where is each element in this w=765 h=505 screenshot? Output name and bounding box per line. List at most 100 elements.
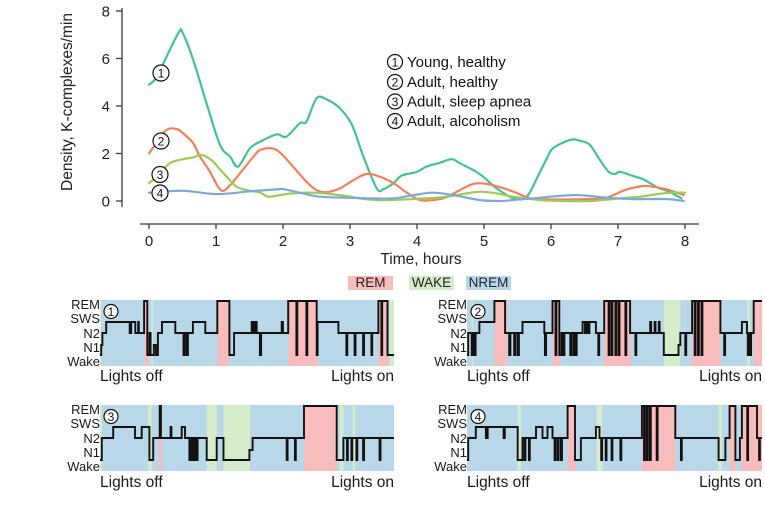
x-tick-label: 6: [547, 233, 555, 250]
curve-marker-circle: [151, 165, 169, 184]
rem-band: [692, 300, 721, 366]
rem-band: [753, 300, 762, 366]
panel-marker-number: 1: [108, 305, 115, 319]
wake-band: [718, 405, 722, 471]
hypnogram-panel-4: 4: [467, 405, 762, 471]
legend-marker-circle: [386, 93, 404, 110]
stage-label-n1: N1: [83, 444, 100, 460]
rem-band: [288, 300, 318, 366]
legend-marker-circle: [386, 112, 404, 130]
curve-marker-number: 1: [158, 67, 165, 81]
wake-band: [206, 405, 217, 471]
x-tick-label: 0: [145, 233, 153, 250]
x-axis-title: Time, hours: [380, 251, 462, 268]
hypnogram-panel-3: 3: [100, 405, 394, 471]
chart-legend: 1 Young, healthy 2 Adult, healthy 3 Adul…: [386, 53, 532, 130]
lights-off-label: Lights off: [100, 368, 163, 385]
hypnogram-panel-2: 2: [467, 300, 762, 366]
curve-marker-number: 2: [158, 135, 165, 149]
legend-label: Adult, healthy: [407, 74, 498, 91]
stage-axis-labels: REM SWS N2 N1 Wake: [40, 297, 100, 370]
stage-label-n1: N1: [83, 339, 100, 355]
stage-label-wake: Wake: [434, 354, 467, 370]
panel-marker-number: 2: [475, 305, 482, 319]
series-line-4: [147, 187, 685, 203]
hypnogram-trace: [467, 300, 762, 356]
stage-label-sws: SWS: [70, 416, 100, 432]
stage-key-wake: WAKE: [409, 276, 454, 290]
stage-key-nrem: NREM: [466, 276, 511, 290]
wake-band: [389, 300, 394, 366]
panel-marker-circle: [103, 303, 119, 320]
lights-on-label: Lights on: [331, 368, 394, 385]
stage-label-rem: REM: [71, 402, 100, 417]
legend-label: Young, healthy: [407, 54, 506, 71]
stage-axis-labels: REM SWS N2 N1 Wake: [40, 402, 100, 474]
lights-off-label: Lights off: [467, 474, 530, 491]
lights-on-label: Lights on: [699, 368, 762, 385]
wake-band: [663, 300, 681, 366]
curve-marker-number: 3: [157, 168, 164, 182]
y-tick-label: 4: [102, 99, 110, 116]
legend-marker-circle: [386, 73, 404, 91]
series-line-1: [147, 27, 683, 201]
legend-marker-number: 4: [392, 115, 399, 129]
legend-item-3: 3 Adult, sleep apnea: [386, 93, 532, 111]
stage-label-n2: N2: [450, 325, 467, 341]
curve-marker-circle: [152, 64, 170, 82]
legend-item-1: 1 Young, healthy: [386, 53, 506, 71]
axes: 0 2 4 6 8 0 1 2 3 4 5 6 7 8: [102, 4, 699, 250]
x-tick-label: 1: [212, 233, 220, 250]
x-tick-label: 5: [480, 233, 488, 250]
stage-label-wake: Wake: [434, 459, 467, 475]
legend-label: Adult, alcoholism: [407, 113, 520, 130]
stage-label-sws: SWS: [437, 416, 467, 432]
hypnogram-plot: 1: [100, 300, 394, 366]
stage-label-sws: SWS: [437, 311, 467, 327]
stage-key-rem: REM: [348, 276, 393, 290]
panel-marker-circle: [470, 408, 486, 425]
panel-marker-number: 3: [108, 410, 115, 424]
hypnogram-plot: 4: [467, 405, 762, 471]
curve-marker-circle: [152, 132, 170, 150]
legend-marker-number: 1: [392, 56, 399, 70]
hypnogram-panel-1: 1: [100, 300, 394, 366]
stage-axis-labels: REM SWS N2 N1 Wake: [407, 297, 467, 370]
wake-band: [151, 300, 153, 366]
legend-item-4: 4 Adult, alcoholism: [386, 112, 520, 130]
y-tick-label: 8: [102, 4, 110, 21]
y-tick-label: 0: [102, 194, 110, 211]
stage-label-rem: REM: [438, 297, 467, 312]
series-layer: [147, 27, 687, 203]
x-tick-label: 7: [614, 233, 622, 250]
stage-label-rem: REM: [71, 297, 100, 312]
hypnogram-trace: [100, 405, 394, 461]
stage-label-wake: Wake: [67, 354, 100, 370]
rem-band: [378, 300, 389, 366]
panel-marker-number: 4: [475, 410, 482, 424]
rem-band: [304, 405, 337, 471]
panel-marker-circle: [103, 408, 119, 425]
y-axis-title: Density, K-complexes/min: [59, 13, 76, 191]
rem-band: [729, 405, 736, 471]
legend-item-2: 2 Adult, healthy: [386, 73, 498, 91]
stage-axis-labels: REM SWS N2 N1 Wake: [407, 402, 467, 475]
legend-marker-circle: [386, 53, 404, 71]
hypnogram-trace: [467, 405, 762, 461]
y-tick-label: 2: [102, 146, 110, 163]
curve-marker-number: 4: [157, 187, 164, 201]
stage-label-sws: SWS: [70, 311, 100, 327]
lights-off-label: Lights off: [467, 368, 530, 385]
hypnogram-plot: 3: [100, 405, 394, 471]
x-tick-label: 3: [346, 233, 354, 250]
y-tick-label: 6: [102, 51, 110, 68]
curve-markers: 1 2 3 4: [151, 64, 170, 202]
legend-marker-number: 3: [392, 95, 399, 109]
stage-label-n1: N1: [450, 444, 467, 460]
stage-label-n2: N2: [83, 325, 100, 341]
rem-band: [567, 405, 576, 471]
x-tick-label: 4: [413, 233, 421, 250]
wake-band: [100, 300, 102, 366]
hypnogram-trace: [100, 300, 394, 356]
